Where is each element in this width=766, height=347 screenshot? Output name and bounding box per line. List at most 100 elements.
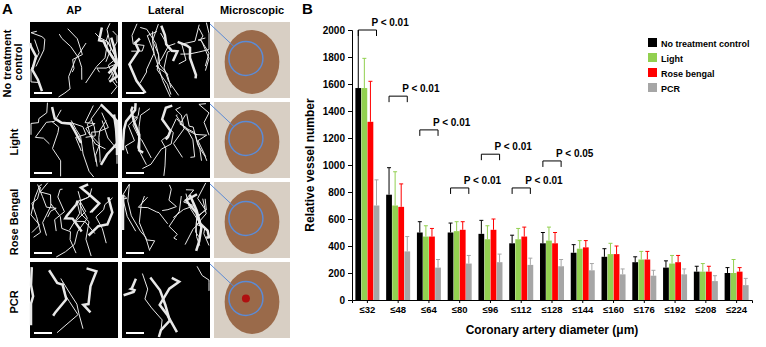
significance-bracket [543, 161, 561, 167]
heart [225, 270, 280, 334]
tick-label: ≤192 [665, 304, 686, 315]
bar [571, 253, 577, 300]
tick: ≤112 [511, 300, 532, 315]
vessel [199, 28, 209, 70]
vessel [31, 40, 40, 83]
error-bar [621, 269, 625, 274]
error-bar [485, 226, 489, 240]
error-bar [492, 219, 496, 230]
vessel [140, 27, 168, 74]
vessel [140, 31, 157, 82]
bar [694, 272, 700, 300]
bar [552, 243, 558, 300]
vessel [199, 104, 209, 136]
scale-bar [126, 332, 144, 334]
legend-swatch [648, 53, 657, 62]
bar [558, 266, 564, 300]
lesion [242, 294, 250, 302]
tick: ≤208 [695, 300, 716, 315]
vessel [31, 103, 47, 135]
bar [417, 233, 423, 301]
tick: 1200 [323, 133, 352, 144]
vessel [40, 183, 51, 236]
bar [700, 272, 706, 300]
tick-mark [736, 300, 737, 303]
tick-mark [348, 219, 352, 220]
scale-bar [126, 252, 144, 254]
bar [651, 276, 657, 300]
tick: 1600 [323, 79, 352, 90]
bar [521, 237, 527, 300]
error-bar [608, 243, 612, 254]
vessel [96, 198, 113, 243]
vessel [31, 267, 33, 325]
tick: ≤32 [359, 300, 375, 315]
tick-label: 1400 [323, 106, 346, 117]
row-label: Rose Bengal [8, 189, 20, 256]
scale-bar [126, 172, 144, 174]
significance-bracket [451, 188, 469, 194]
legend-label: PCR [661, 84, 681, 94]
bar [620, 274, 626, 300]
legend-swatch [648, 83, 657, 92]
vessel-image [30, 262, 118, 338]
vessel-image [122, 102, 210, 178]
panel-letter: A [2, 0, 13, 17]
annotation: P < 0.01 [525, 175, 563, 186]
image-bg [30, 22, 118, 98]
image-bg [214, 22, 290, 98]
legend-label: No treatment control [661, 39, 750, 49]
error-bar [633, 257, 637, 262]
error-bar [405, 237, 409, 252]
error-bar [528, 258, 532, 265]
column-header: AP [66, 4, 81, 16]
image-bg [30, 182, 118, 258]
vessel [86, 33, 108, 83]
tick-mark [348, 84, 352, 85]
tick-mark [367, 300, 368, 303]
vessel [59, 43, 87, 97]
tick: ≤80 [452, 300, 468, 315]
bar [589, 270, 595, 300]
bar [368, 122, 374, 300]
tick-mark [348, 138, 352, 139]
tick-label: 1600 [323, 79, 346, 90]
error-bar [547, 227, 551, 241]
error-bar [541, 233, 545, 244]
tick-label: 1200 [323, 133, 346, 144]
heart [225, 190, 280, 254]
image-bg [30, 102, 118, 178]
tick: ≤176 [634, 300, 655, 315]
series [374, 180, 749, 300]
annotation: P < 0.05 [556, 148, 594, 159]
series [355, 30, 730, 300]
bar [423, 237, 429, 300]
axis-line [348, 31, 353, 301]
error-bar [461, 222, 465, 230]
tick-mark [348, 111, 352, 112]
error-bar [738, 268, 742, 272]
error-bar [387, 168, 391, 195]
vessel [108, 31, 117, 79]
error-bar [479, 220, 483, 234]
error-bar [510, 235, 514, 243]
tick-label: 800 [328, 187, 345, 198]
vessel [179, 25, 199, 64]
bar [546, 241, 552, 300]
bar [608, 254, 614, 300]
vessel [196, 183, 206, 237]
bar [675, 262, 681, 300]
image-bg [122, 102, 210, 178]
series [368, 81, 743, 300]
bar [583, 247, 589, 300]
vessel [68, 29, 83, 72]
tick-mark [348, 273, 352, 274]
bar [491, 230, 497, 300]
vessel [197, 266, 209, 291]
bar [638, 260, 644, 301]
tick-mark [521, 300, 522, 303]
tick-mark [348, 57, 352, 58]
tick-label: 1000 [323, 160, 346, 171]
tick-mark [552, 300, 553, 303]
vessel [187, 114, 207, 161]
